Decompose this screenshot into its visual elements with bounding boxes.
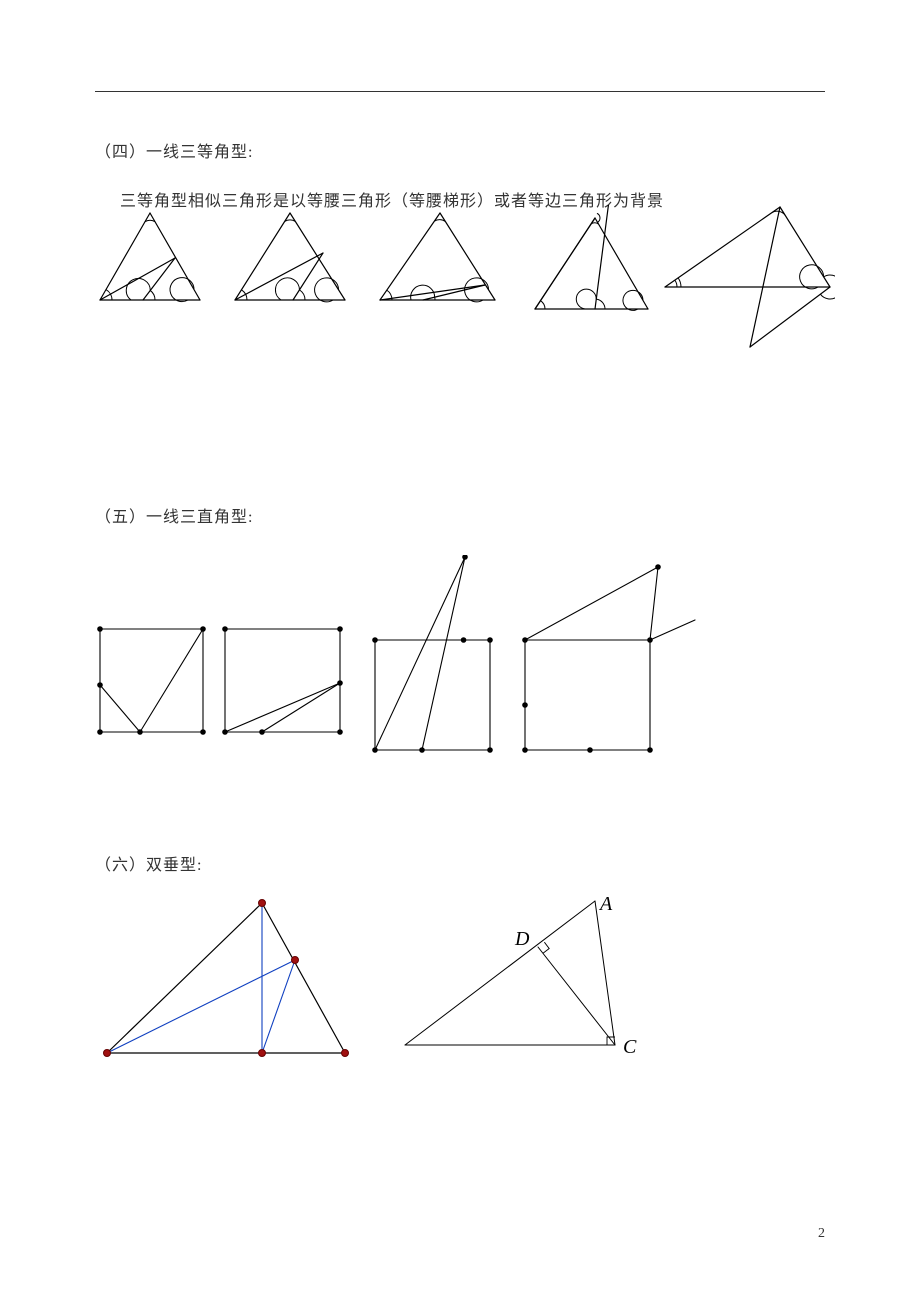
header-rule: [95, 91, 825, 92]
triangles-svg: [95, 205, 835, 365]
figure-row-squares: [95, 555, 835, 785]
document-page: （四）一线三等角型: 三等角型相似三角形是以等腰三角形（等腰梯形）或者等边三角形…: [0, 0, 920, 1302]
svg-text:C: C: [623, 1036, 637, 1058]
squares-svg: [95, 555, 835, 785]
section-4-title: （四）一线三等角型:: [95, 138, 253, 162]
figure-row-double-perp: A C D: [95, 895, 835, 1095]
section-5-title: （五）一线三直角型:: [95, 503, 253, 527]
section-6-title: （六）双垂型:: [95, 851, 202, 875]
figure-row-triangles: [95, 205, 835, 365]
svg-text:A: A: [598, 895, 613, 915]
svg-text:D: D: [514, 928, 530, 950]
double-perp-svg: A C D: [95, 895, 835, 1095]
page-number: 2: [818, 1226, 825, 1242]
